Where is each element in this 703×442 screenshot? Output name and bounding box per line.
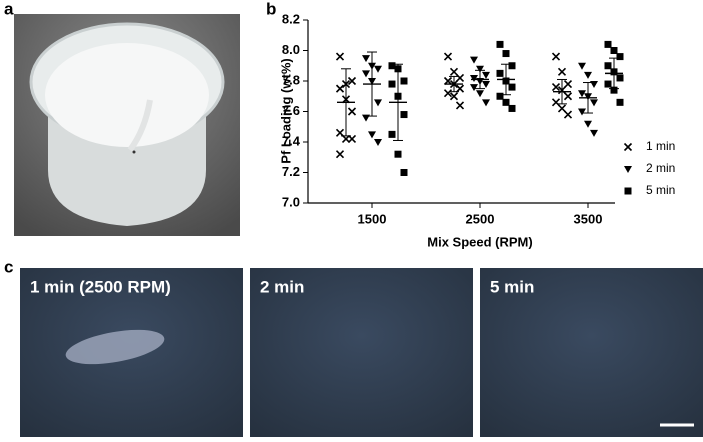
y-tick-label: 7.8 <box>282 72 300 87</box>
point <box>584 120 592 128</box>
point <box>616 74 624 82</box>
point <box>616 53 624 61</box>
point <box>482 71 490 79</box>
point <box>335 150 345 159</box>
point <box>455 84 465 93</box>
x-tick-label: 3500 <box>574 211 603 226</box>
point <box>470 74 478 82</box>
point <box>624 166 632 173</box>
point <box>341 134 351 144</box>
point <box>482 99 490 107</box>
point <box>443 76 453 86</box>
point <box>557 67 567 76</box>
micrograph <box>480 268 703 437</box>
point <box>388 130 396 138</box>
image-label: 1 min (2500 RPM) <box>30 277 171 296</box>
point <box>604 80 612 88</box>
point <box>374 65 382 73</box>
point <box>551 83 561 92</box>
point <box>590 99 598 107</box>
point <box>563 110 573 119</box>
point <box>347 107 357 116</box>
point <box>624 187 632 195</box>
panel-label: b <box>266 0 276 18</box>
y-tick-label: 7.0 <box>282 194 300 209</box>
y-tick-label: 8.0 <box>282 42 300 57</box>
point <box>476 65 484 73</box>
image-label: 5 min <box>490 277 534 296</box>
point <box>563 79 573 89</box>
point <box>388 80 396 88</box>
point <box>590 129 598 137</box>
point <box>502 50 510 58</box>
point <box>449 67 459 76</box>
legend-label: 2 min <box>646 161 675 175</box>
point <box>400 77 408 85</box>
micrograph <box>250 268 473 437</box>
particle <box>65 329 165 365</box>
point <box>604 62 612 70</box>
point <box>508 83 516 91</box>
point <box>443 52 453 61</box>
point <box>584 71 592 79</box>
point <box>455 101 465 110</box>
point <box>388 62 396 70</box>
point <box>508 104 516 112</box>
point <box>508 62 516 70</box>
point <box>610 86 618 94</box>
point <box>335 84 345 93</box>
point <box>623 142 633 152</box>
point <box>470 84 478 92</box>
point <box>374 99 382 107</box>
x-tick-label: 2500 <box>466 211 495 226</box>
point <box>347 76 357 86</box>
y-axis-label: Pf Loading (wt%) <box>278 58 293 163</box>
point <box>496 92 504 100</box>
point <box>362 55 370 63</box>
image-label: 2 min <box>260 277 304 296</box>
y-tick-label: 7.4 <box>282 133 301 148</box>
point <box>368 131 376 139</box>
point <box>335 128 345 137</box>
point <box>604 40 612 48</box>
point <box>551 98 561 107</box>
point <box>563 92 573 101</box>
point <box>578 90 586 98</box>
point <box>394 150 402 158</box>
point <box>578 62 586 70</box>
point <box>610 47 618 54</box>
legend-label: 5 min <box>646 183 675 197</box>
point <box>449 92 459 101</box>
y-tick-label: 7.6 <box>282 103 300 118</box>
y-tick-label: 7.2 <box>282 164 300 179</box>
point <box>335 52 345 61</box>
point <box>557 104 567 113</box>
point <box>476 90 484 98</box>
x-tick-label: 1500 <box>358 211 387 226</box>
point <box>470 56 478 64</box>
y-tick-label: 8.2 <box>282 11 300 26</box>
point <box>362 70 370 78</box>
point <box>400 111 408 119</box>
point <box>400 169 408 176</box>
point <box>616 98 624 106</box>
point <box>496 69 504 77</box>
legend-label: 1 min <box>646 139 675 153</box>
photo <box>14 14 240 236</box>
point <box>496 40 504 48</box>
panel-label: c <box>4 257 13 276</box>
point <box>482 81 490 89</box>
point <box>347 134 357 144</box>
point <box>443 89 453 98</box>
point <box>374 139 382 146</box>
point <box>551 52 561 61</box>
point <box>578 108 586 116</box>
point <box>502 98 510 106</box>
x-axis-label: Mix Speed (RPM) <box>427 234 532 249</box>
point <box>455 73 465 83</box>
panel-label: a <box>4 0 14 18</box>
